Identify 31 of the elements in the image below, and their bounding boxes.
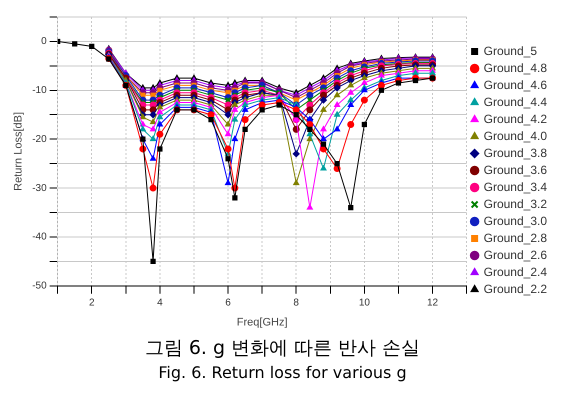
y-tick-label: -30 (32, 182, 48, 194)
legend-label: Ground_3.0 (484, 214, 548, 228)
legend-label: Ground_4.0 (484, 128, 548, 143)
legend-label: Ground_3.6 (484, 162, 548, 177)
y-tick-label: 0 (41, 36, 48, 48)
legend-label: Ground_5 (484, 44, 538, 58)
legend-label: Ground_3.8 (484, 146, 548, 160)
y-tick-label: -50 (32, 280, 48, 292)
x-tick-label: 4 (157, 298, 164, 309)
x-tick-label: 2 (88, 298, 95, 309)
y-tick-label: -10 (32, 85, 48, 96)
y-tick-label: -20 (32, 134, 48, 145)
text: Fig. 6. Return loss for various g (157, 363, 408, 382)
legend-label: Ground_2.2 (484, 282, 548, 296)
x-axis-title: Freq[GHz] (236, 316, 288, 328)
legend-label: Ground_3.2 (484, 196, 548, 211)
legend-label: Ground_2.4 (484, 264, 548, 279)
x-tick-label: 6 (225, 298, 232, 309)
legend-label: Ground_4.8 (484, 60, 548, 75)
x-tick-label: 12 (426, 298, 439, 309)
text: 그림 6. g 변화에 따른 반사 손실 (144, 336, 422, 361)
y-axis-title: Return Loss[dB] (12, 112, 25, 191)
y-tick-label: -40 (32, 232, 48, 243)
legend-label: Ground_2.8 (484, 230, 548, 245)
legend-label: Ground_4.2 (484, 112, 548, 126)
x-tick-label: 10 (358, 298, 370, 309)
legend-label: Ground_3.4 (484, 180, 548, 194)
legend-label: Ground_2.6 (484, 248, 548, 262)
legend-label: Ground_4.4 (484, 94, 548, 109)
legend-label: Ground_4.6 (484, 78, 548, 92)
x-tick-label: 8 (293, 298, 300, 309)
